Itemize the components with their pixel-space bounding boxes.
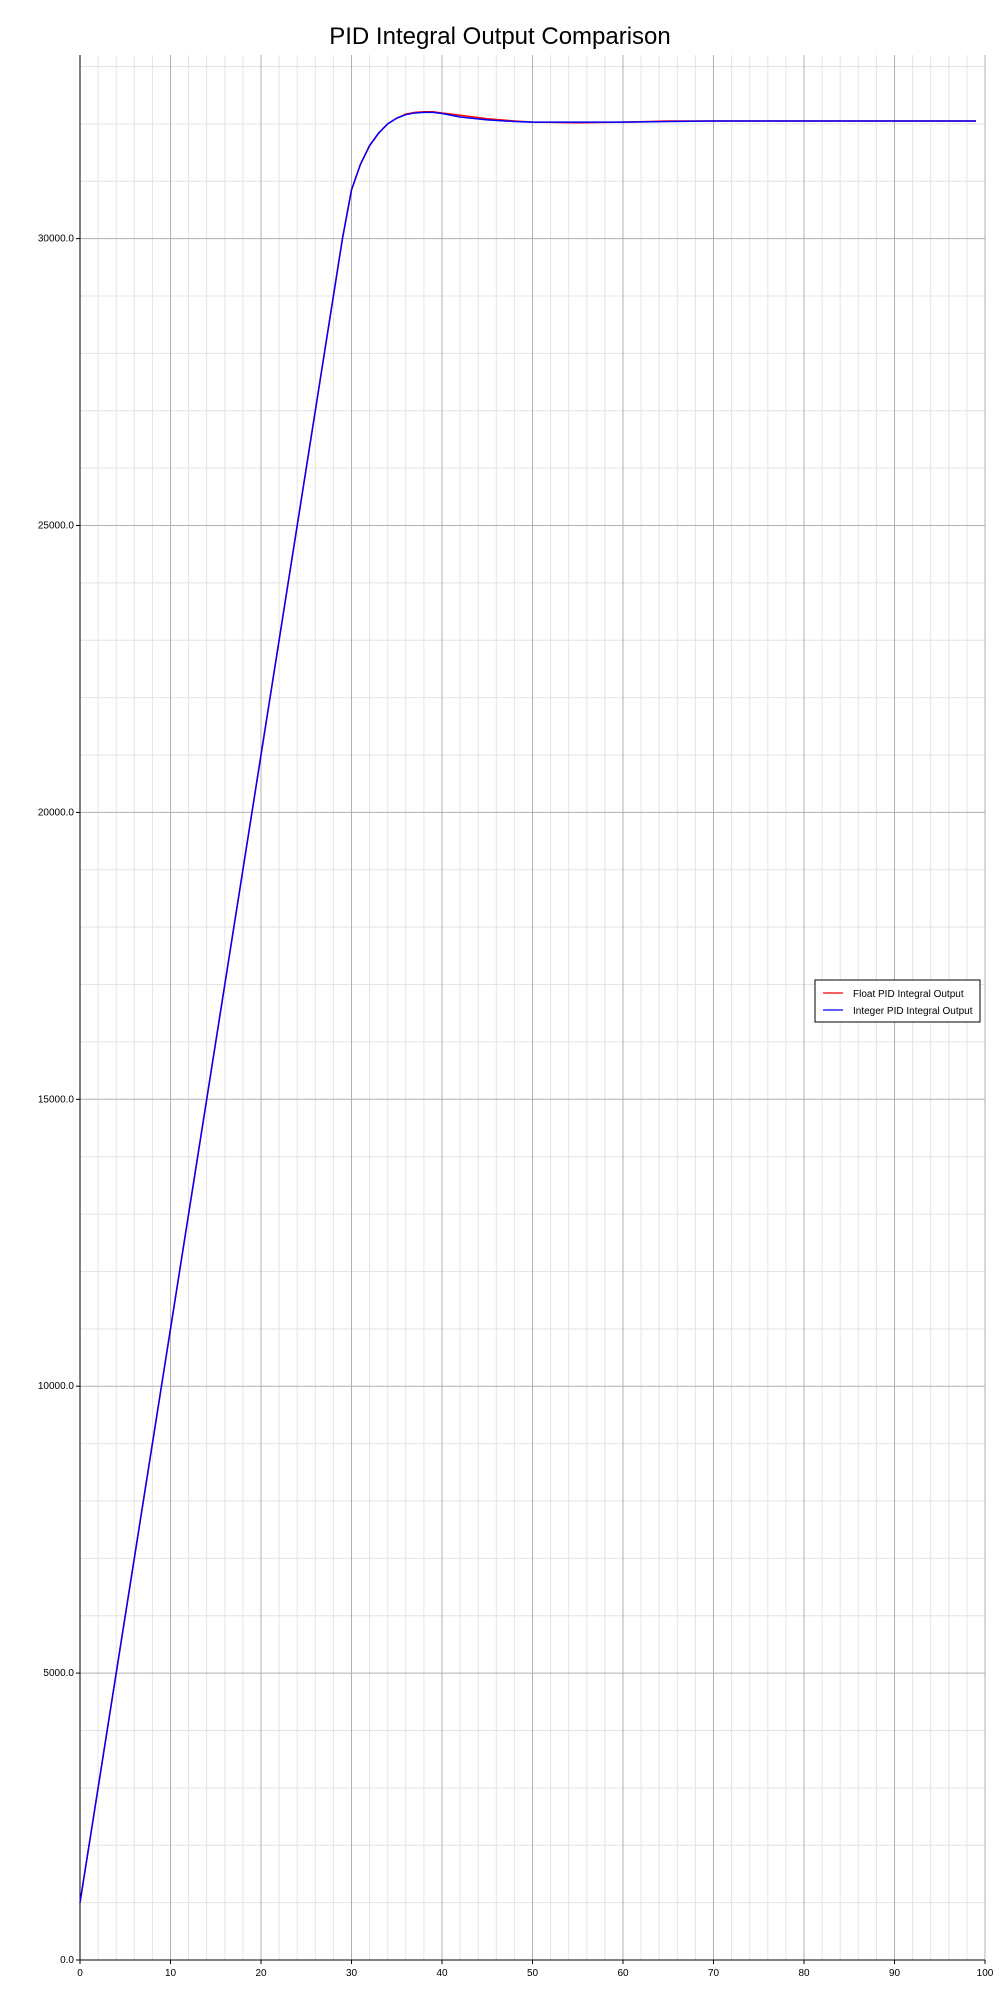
legend-label: Integer PID Integral Output: [853, 1006, 973, 1017]
chart-title: PID Integral Output Comparison: [329, 23, 671, 50]
x-tick-label: 30: [346, 1968, 358, 1979]
y-axis-ticks: 0.0 5000.0 10000.0 15000.0 20000.0 25000.0 300…: [38, 234, 80, 1966]
y-tick-label: 15000.0: [38, 1094, 75, 1105]
y-tick-label: 30000.0: [38, 234, 75, 245]
x-axis-ticks: 0 10 20 30 40 50 60 70 80 90 100: [77, 1960, 994, 1979]
series-layer: [79, 111, 976, 1903]
x-tick-label: 100: [977, 1968, 994, 1979]
legend: Float PID Integral Output Integer PID Int…: [814, 979, 981, 1023]
legend-label: Float PID Integral Output: [853, 989, 964, 1000]
y-tick-label: 25000.0: [38, 521, 75, 532]
y-tick-label: 5000.0: [43, 1668, 74, 1679]
series-line-integer: [79, 111, 976, 1903]
y-tick-label: 20000.0: [38, 807, 75, 818]
x-tick-label: 50: [527, 1968, 539, 1979]
x-tick-label: 70: [708, 1968, 720, 1979]
y-tick-label: 10000.0: [38, 1381, 75, 1392]
x-tick-label: 0: [77, 1968, 83, 1979]
x-tick-label: 90: [889, 1968, 901, 1979]
x-tick-label: 80: [798, 1968, 810, 1979]
x-tick-label: 40: [436, 1968, 448, 1979]
x-tick-label: 10: [165, 1968, 177, 1979]
x-tick-label: 20: [255, 1968, 267, 1979]
x-tick-label: 60: [617, 1968, 629, 1979]
minor-grid: [80, 55, 985, 1960]
y-tick-label: 0.0: [60, 1955, 74, 1966]
legend-box: [814, 979, 981, 1023]
